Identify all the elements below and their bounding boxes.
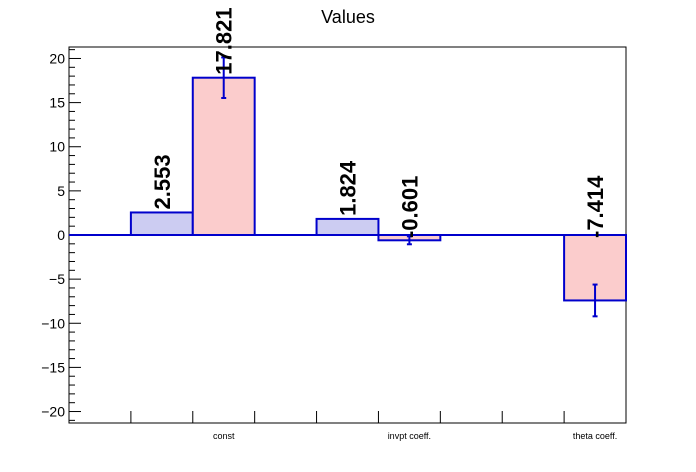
y-tick-label: 15 [49, 95, 65, 111]
data-label: -7.414 [583, 175, 608, 238]
y-tick-label: −5 [49, 271, 65, 287]
category-label: const [213, 431, 235, 441]
bar [191, 76, 256, 236]
y-tick-label: 20 [49, 50, 65, 66]
category-label: theta coeff. [573, 431, 617, 441]
y-tick-label: 10 [49, 139, 65, 155]
data-label: 2.553 [150, 154, 175, 209]
bar [129, 211, 194, 236]
y-tick-label: −10 [41, 315, 65, 331]
y-tick-label: 0 [57, 227, 65, 243]
bar-series [69, 56, 627, 318]
y-tick-label: −20 [41, 404, 65, 420]
data-label: 17.821 [212, 7, 237, 74]
category-label: invpt coeff. [388, 431, 431, 441]
bar [315, 217, 380, 237]
y-tick-label: −15 [41, 359, 65, 375]
x-axis: const invpt coeff. theta coeff. [130, 411, 617, 441]
chart-title: Values [321, 7, 375, 27]
y-tick-label: 5 [57, 183, 65, 199]
data-label: -0.601 [397, 176, 422, 238]
data-labels: 2.553 1.824 17.821 -0.601 -7.414 [150, 7, 608, 238]
data-label: 1.824 [336, 160, 361, 216]
